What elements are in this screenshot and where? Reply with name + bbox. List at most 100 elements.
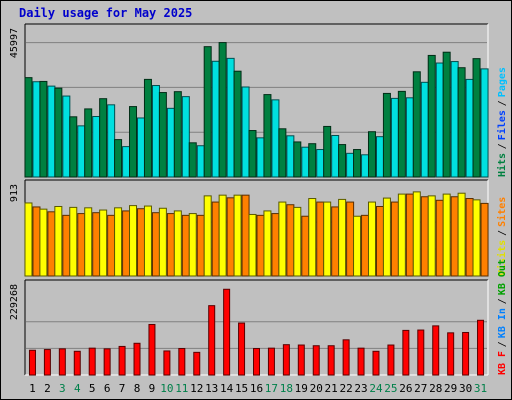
- bar-sites-day-8: [137, 208, 146, 277]
- bar-sites-day-20: [316, 201, 325, 277]
- x-tick-label-day-25: 25: [384, 382, 397, 395]
- bar-kb-f-day-18: [282, 344, 290, 376]
- bar-sites-day-18: [286, 204, 295, 277]
- bar-kb-f-day-26: [402, 329, 410, 376]
- bar-kb-f-day-15: [238, 322, 246, 376]
- x-tick-label-day-17: 17: [265, 382, 278, 395]
- bar-visits-day-10: [158, 207, 167, 277]
- bar-files-day-1: [32, 81, 41, 178]
- bar-kb-f-day-13: [208, 305, 216, 376]
- x-tick-label-day-5: 5: [89, 382, 96, 395]
- bar-hits-day-6: [99, 98, 108, 178]
- x-axis-labels: 1 2 3 4 5 6 7 8 9 10 11 12 13 14 15 16 17 18 19 20 21 22 23 24 2…: [29, 382, 487, 395]
- bar-files-day-26: [405, 97, 414, 178]
- bar-kb-f-day-9: [148, 323, 156, 376]
- bar-visits-day-9: [143, 205, 152, 277]
- x-tick-label-day-31: 31: [474, 382, 487, 395]
- x-tick-label-day-6: 6: [104, 382, 111, 395]
- bar-kb-f-day-21: [327, 345, 335, 376]
- bar-visits-day-26: [397, 193, 406, 277]
- bar-files-day-2: [47, 85, 56, 178]
- panel-visits-sites: 913 Visits / Sites: [9, 179, 508, 277]
- bar-kb-f-day-25: [387, 344, 395, 376]
- x-tick-label-day-4: 4: [74, 382, 81, 395]
- x-tick-label-day-16: 16: [250, 382, 263, 395]
- x-tick-label-day-2: 2: [44, 382, 51, 395]
- legend-kb-f: KB F: [497, 351, 508, 375]
- y-max-label: 229268: [9, 284, 20, 320]
- x-tick-label-day-19: 19: [295, 382, 308, 395]
- bar-kb-f-day-23: [357, 347, 365, 376]
- bar-files-day-13: [211, 60, 220, 178]
- bar-hits-day-28: [427, 54, 436, 178]
- bar-hits-day-9: [143, 78, 152, 178]
- bar-sites-day-28: [435, 199, 444, 277]
- bar-sites-day-26: [405, 193, 414, 277]
- bar-files-day-12: [196, 145, 205, 178]
- legend: Hits / Files / Pages: [496, 67, 508, 177]
- bar-files-day-9: [151, 85, 160, 178]
- bar-files-day-31: [480, 68, 489, 178]
- bar-hits-day-27: [412, 71, 421, 178]
- bar-visits-day-4: [69, 206, 78, 277]
- bar-visits-day-5: [84, 207, 93, 277]
- bar-visits-day-23: [353, 215, 362, 277]
- bar-visits-day-24: [367, 201, 376, 277]
- x-tick-label-day-13: 13: [205, 382, 218, 395]
- bar-hits-day-14: [218, 42, 227, 178]
- bar-visits-day-21: [323, 201, 332, 277]
- bar-kb-f-day-28: [432, 325, 440, 376]
- bar-kb-f-day-29: [447, 332, 455, 376]
- bar-kb-f-day-19: [297, 344, 305, 376]
- bar-sites-day-10: [166, 213, 175, 277]
- bar-hits-day-23: [353, 149, 362, 178]
- bar-visits-day-29: [442, 193, 451, 277]
- bar-kb-f-day-7: [118, 345, 126, 376]
- bar-kb-f-day-8: [133, 342, 141, 376]
- x-tick-label-day-18: 18: [280, 382, 293, 395]
- bar-hits-day-21: [323, 125, 332, 178]
- bar-files-day-7: [122, 146, 131, 178]
- legend-separator: /: [497, 100, 508, 106]
- legend: Visits / Sites: [496, 197, 508, 276]
- bar-sites-day-31: [480, 202, 489, 277]
- bar-hits-day-24: [367, 131, 376, 178]
- x-tick-label-day-24: 24: [369, 382, 383, 395]
- bar-visits-day-17: [263, 210, 272, 277]
- bar-kb-f-day-2: [43, 349, 51, 376]
- bar-visits-day-6: [99, 209, 108, 277]
- bar-sites-day-25: [390, 201, 399, 277]
- bar-files-day-19: [301, 146, 310, 178]
- bar-hits-day-3: [54, 87, 63, 178]
- bar-kb-f-day-14: [223, 288, 231, 376]
- bar-files-day-8: [137, 117, 146, 178]
- bar-hits-day-11: [173, 91, 182, 178]
- bar-hits-day-5: [84, 108, 93, 178]
- bar-visits-day-11: [173, 210, 182, 277]
- bar-visits-day-31: [472, 199, 481, 277]
- x-tick-label-day-29: 29: [444, 382, 457, 395]
- bar-kb-f-day-5: [88, 347, 96, 376]
- legend-hits: Hits: [496, 153, 508, 177]
- bar-sites-day-17: [271, 213, 280, 277]
- bar-sites-day-7: [122, 210, 131, 277]
- bar-visits-day-19: [293, 206, 302, 277]
- x-tick-label-day-27: 27: [414, 382, 427, 395]
- bar-hits-day-8: [129, 106, 138, 178]
- bar-visits-day-30: [457, 192, 466, 277]
- x-tick-label-day-14: 14: [220, 382, 234, 395]
- bar-hits-day-1: [24, 77, 33, 178]
- bar-kb-f-day-1: [28, 349, 36, 376]
- bar-sites-day-22: [346, 201, 355, 277]
- bar-hits-day-18: [278, 128, 287, 178]
- bar-files-day-18: [286, 135, 295, 178]
- legend-visits: Visits: [496, 240, 508, 276]
- x-tick-label-day-11: 11: [175, 382, 188, 395]
- bar-hits-day-15: [233, 70, 242, 178]
- bar-hits-day-30: [457, 67, 466, 178]
- bar-sites-day-1: [32, 206, 41, 277]
- x-tick-label-day-23: 23: [354, 382, 367, 395]
- bar-visits-day-3: [54, 205, 63, 277]
- bar-files-day-4: [77, 125, 86, 178]
